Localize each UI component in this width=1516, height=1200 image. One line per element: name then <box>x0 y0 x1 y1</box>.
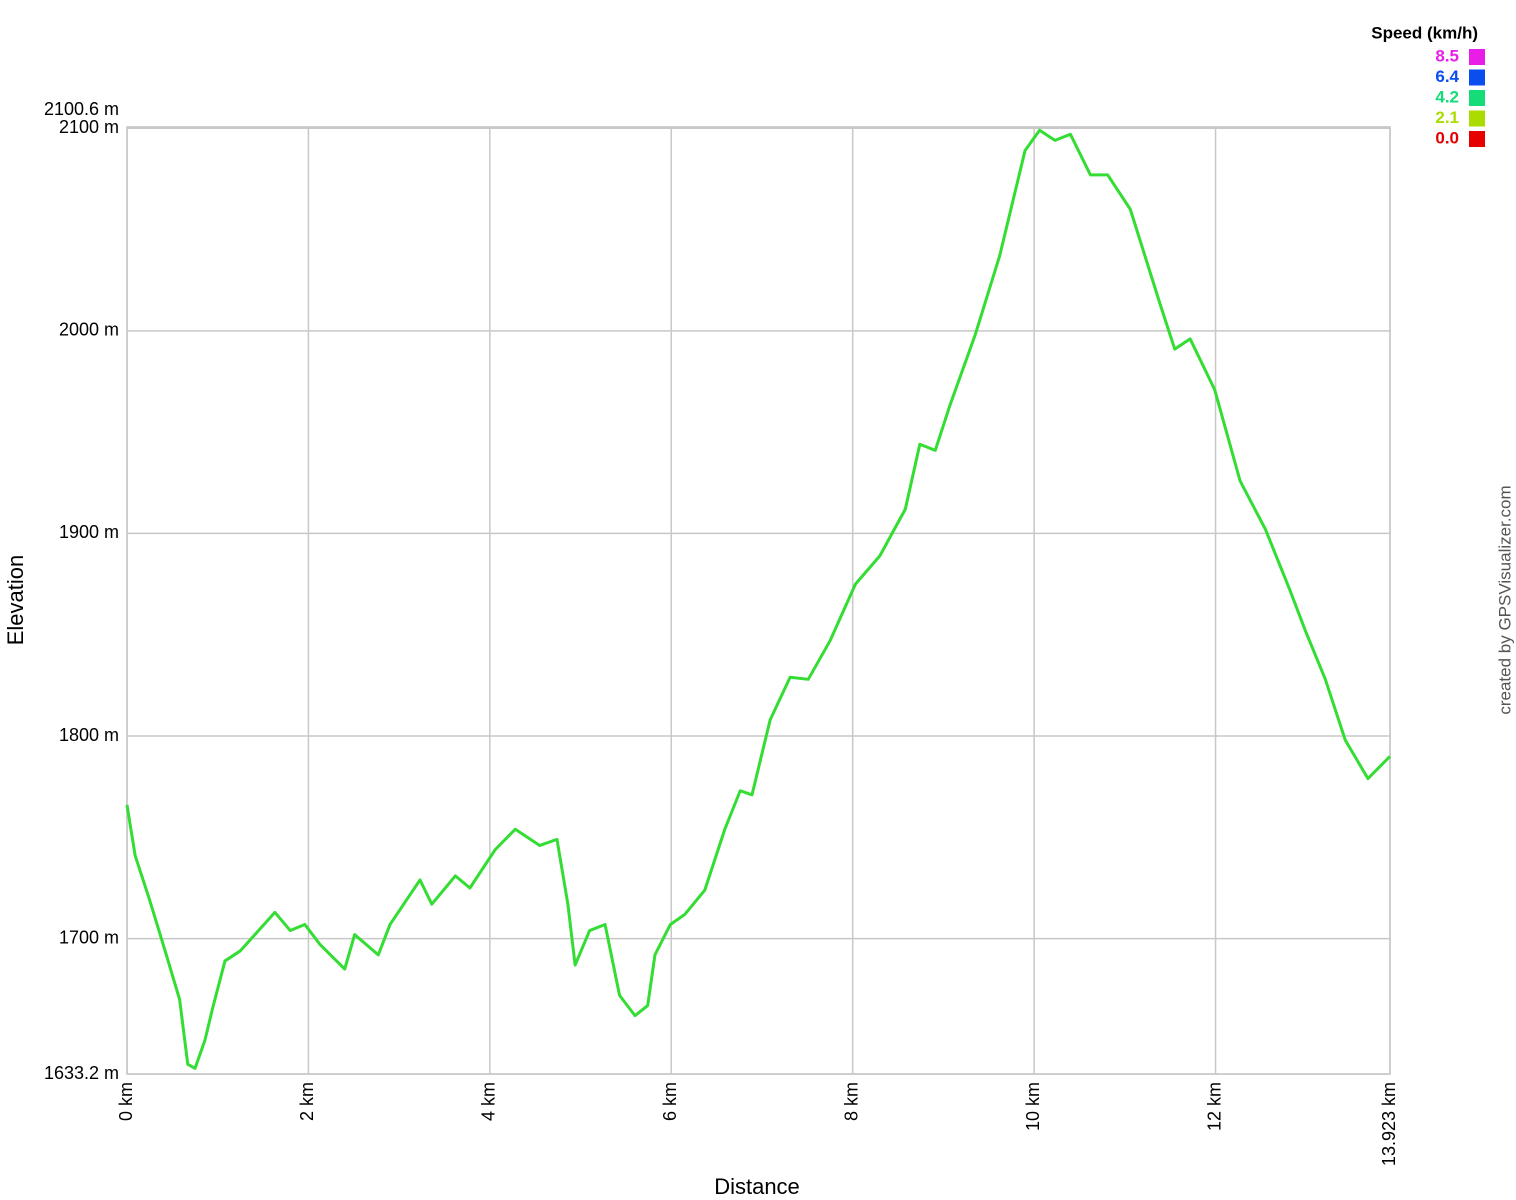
y-tick-label: 1700 m <box>59 927 119 947</box>
y-tick-label: 2000 m <box>59 320 119 340</box>
credit: created by GPSVisualizer.com <box>1495 485 1514 714</box>
plot-frame <box>126 126 1391 1075</box>
x-tick-label: 0 km <box>116 1082 136 1121</box>
legend-swatch <box>1469 69 1485 86</box>
legend-swatch <box>1469 90 1485 106</box>
legend-label: 8.5 <box>1435 46 1459 65</box>
y-tick-label: 1900 m <box>59 522 119 542</box>
legend-title: Speed (km/h) <box>1371 23 1478 42</box>
legend-swatch <box>1469 49 1485 65</box>
y-tick-label: 1800 m <box>59 725 119 745</box>
x-tick-label: 10 km <box>1023 1082 1043 1131</box>
x-axis-label: Distance <box>714 1174 800 1199</box>
x-tick-label: 6 km <box>660 1082 680 1121</box>
legend-label: 2.1 <box>1435 108 1459 127</box>
y-tick-label: 1633.2 m <box>44 1063 119 1083</box>
x-tick-label: 12 km <box>1204 1082 1224 1131</box>
elevation-line <box>125 128 1392 1070</box>
y-tick-label: 2100.6 m <box>44 99 119 119</box>
x-tick-label: 2 km <box>297 1082 317 1121</box>
y-tick-label: 2100 m <box>59 117 119 137</box>
legend-label: 6.4 <box>1435 67 1459 86</box>
x-tick-label: 4 km <box>479 1082 499 1121</box>
x-tick-label: 13.923 km <box>1379 1082 1399 1166</box>
legend-swatch <box>1469 110 1485 127</box>
legend-label: 4.2 <box>1435 87 1459 106</box>
legend-label: 0.0 <box>1435 128 1459 147</box>
legend-swatch <box>1469 131 1485 147</box>
x-tick-label: 8 km <box>841 1082 861 1121</box>
y-axis-label: Elevation <box>3 555 28 646</box>
